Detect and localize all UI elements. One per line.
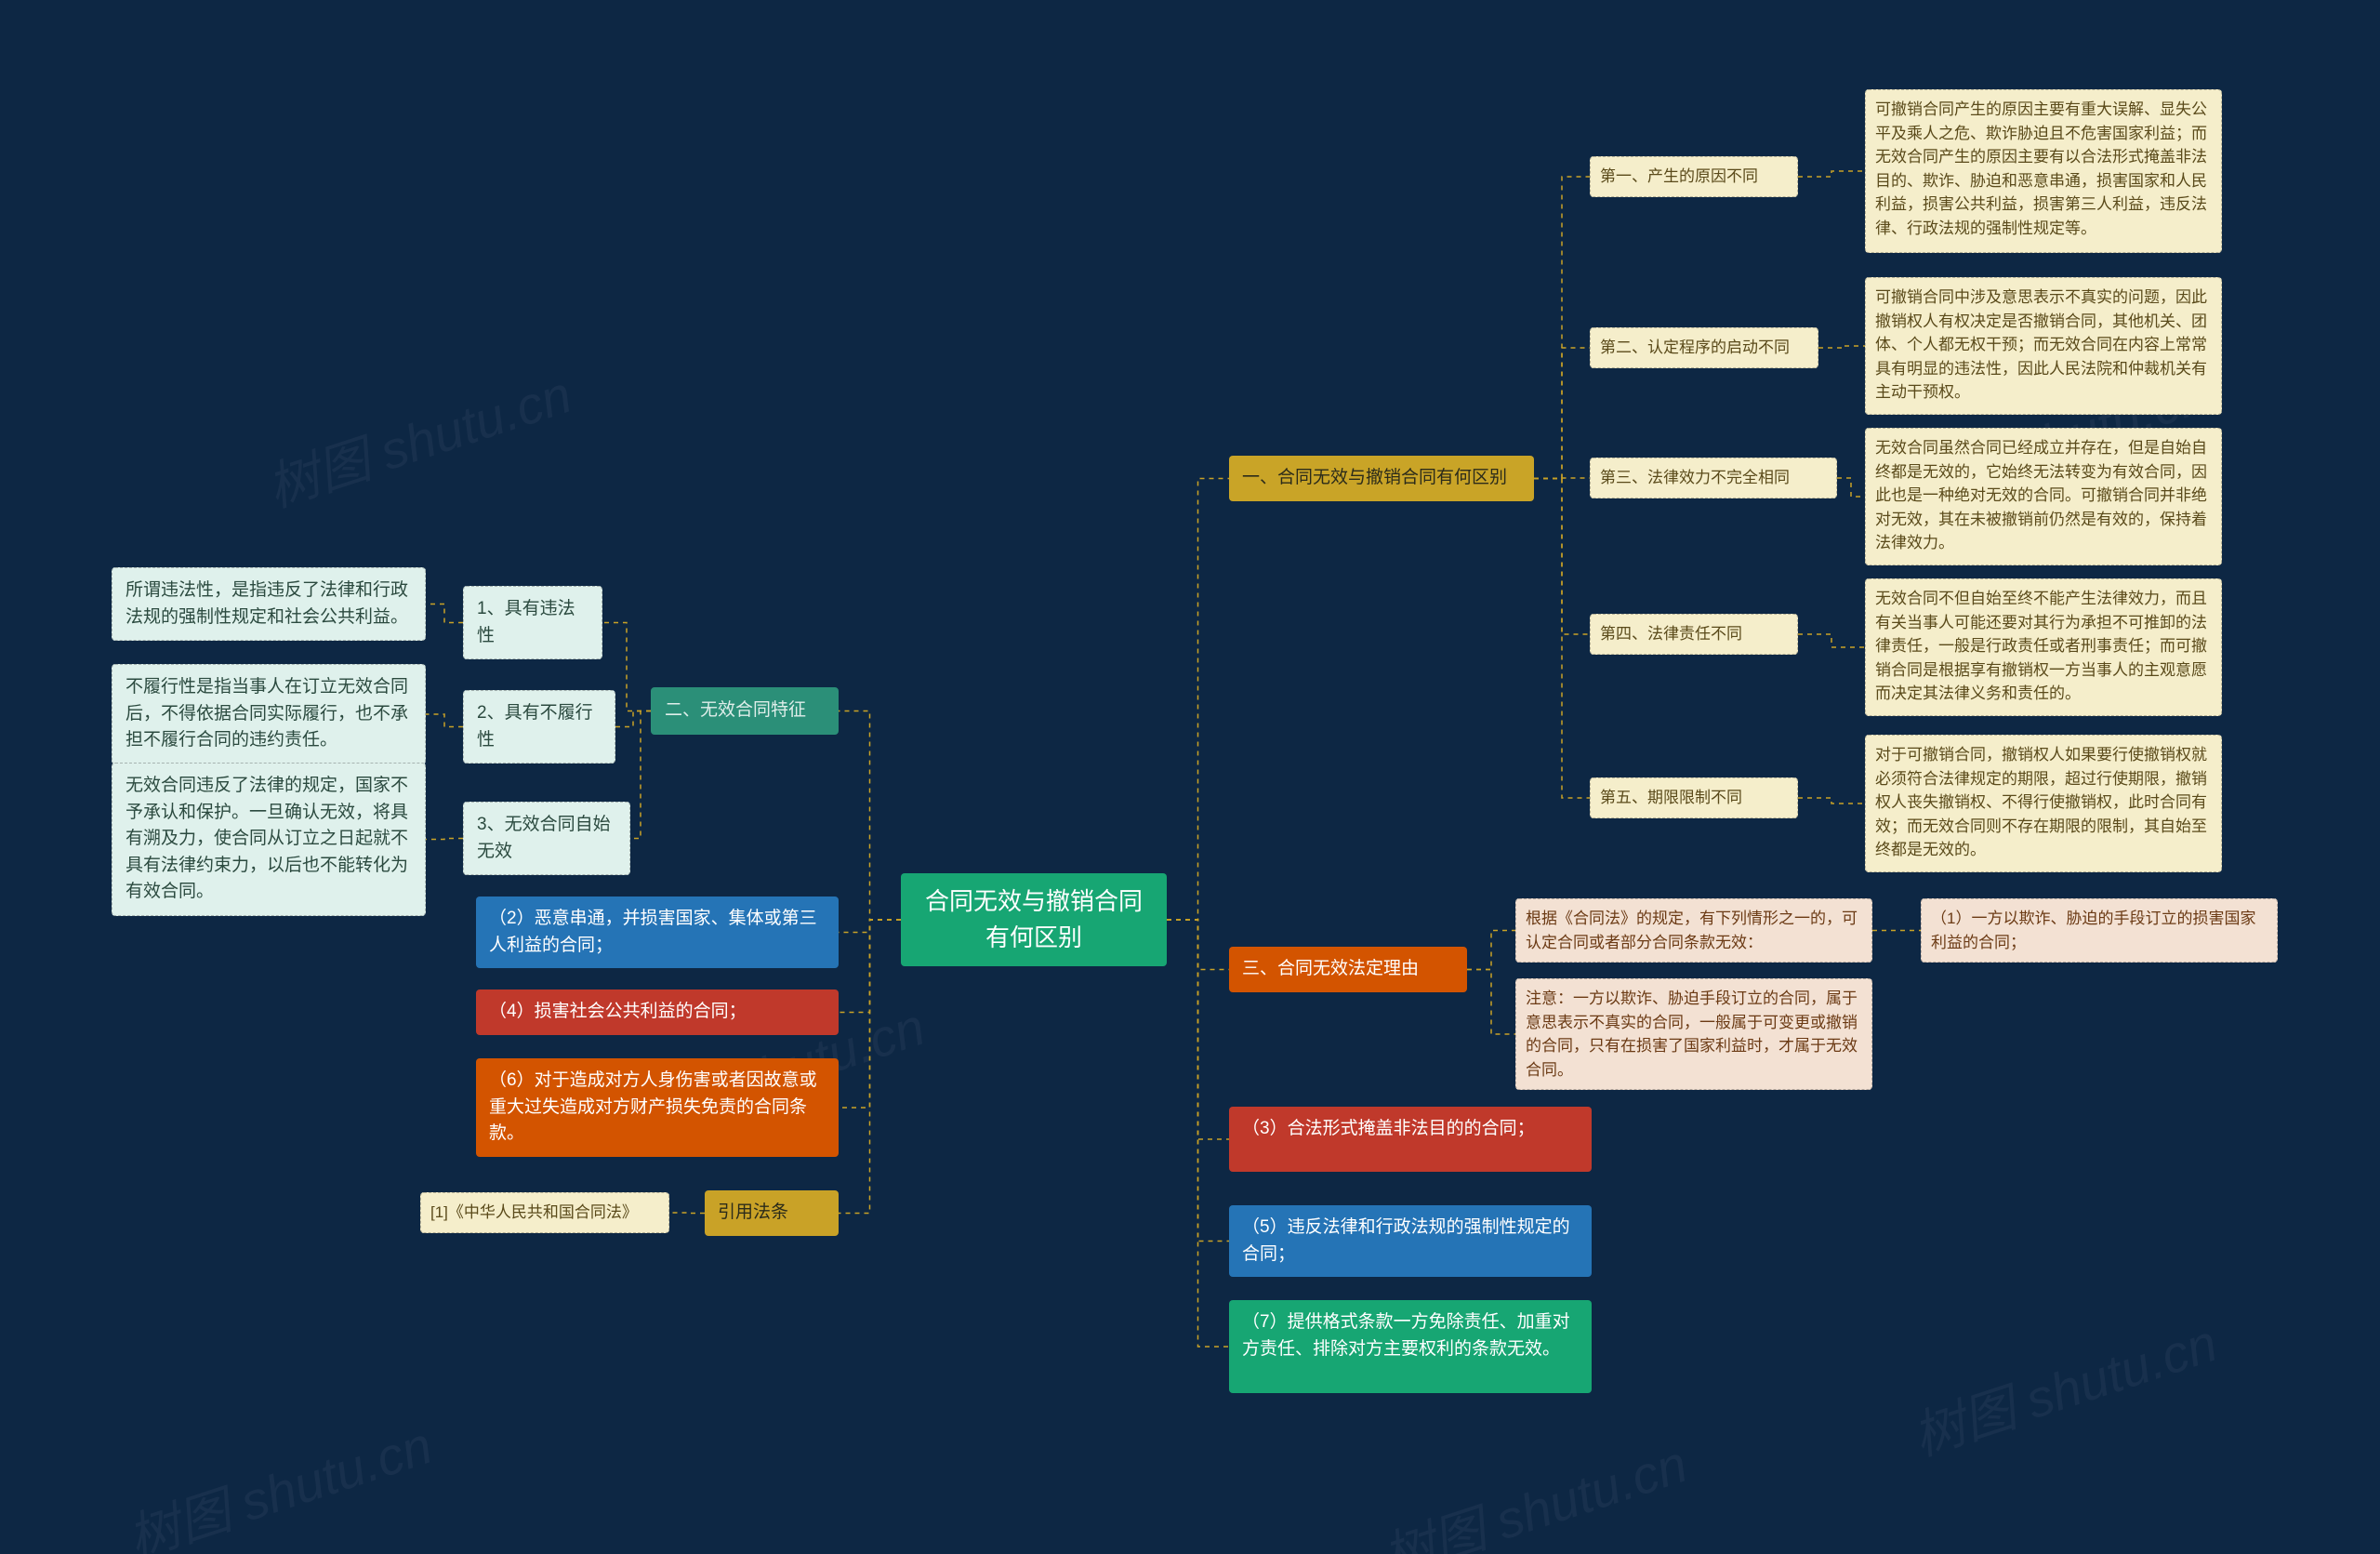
node-l_b2[interactable]: 二、无效合同特征 (651, 687, 839, 735)
link-r_b1-r_b1_4 (1534, 479, 1590, 635)
node-center[interactable]: 合同无效与撤销合同有何区别 (901, 873, 1167, 966)
link-r_b1_4-r_b1_4d (1798, 634, 1865, 647)
node-r_b1_5d[interactable]: 对于可撤销合同，撤销权人如果要行使撤销权就必须符合法律规定的期限，超过行使期限，… (1865, 735, 2222, 872)
node-r_b1_1[interactable]: 第一、产生的原因不同 (1590, 156, 1798, 197)
link-l_b2_3-l_b2_3d (426, 839, 463, 840)
link-center-r_b1 (1167, 479, 1229, 921)
link-center-r_c3 (1167, 920, 1229, 1139)
node-r_b1_2[interactable]: 第二、认定程序的启动不同 (1590, 327, 1818, 368)
node-r_b3_ad[interactable]: （1）一方以欺诈、胁迫的手段订立的损害国家利益的合同； (1921, 898, 2278, 963)
node-l_b2_2d[interactable]: 不履行性是指当事人在订立无效合同后，不得依据合同实际履行，也不承担不履行合同的违… (112, 664, 426, 764)
watermark: 树图 shutu.cn (1902, 1302, 2226, 1471)
node-r_b1_4[interactable]: 第四、法律责任不同 (1590, 614, 1798, 655)
node-r_b1_3d[interactable]: 无效合同虽然合同已经成立并存在，但是自始自终都是无效的，它始终无法转变为有效合同… (1865, 428, 2222, 565)
link-center-l_b2 (839, 711, 901, 921)
node-r_b1_4d[interactable]: 无效合同不但自始至终不能产生法律效力，而且有关当事人可能还要对其行为承担不可推卸… (1865, 578, 2222, 716)
link-center-r_b3 (1167, 920, 1229, 970)
mindmap-canvas: 树图 shutu.cn 树图 shutu.cn 树图 shutu.cn 树图 shut… (0, 0, 2380, 1554)
link-l_b2_1-l_b2_1d (426, 604, 463, 623)
node-r_c5[interactable]: （5）违反法律和行政法规的强制性规定的合同； (1229, 1205, 1592, 1277)
node-r_b1_5[interactable]: 第五、期限限制不同 (1590, 777, 1798, 818)
node-r_b1_1d[interactable]: 可撤销合同产生的原因主要有重大误解、显失公平及乘人之危、欺诈胁迫且不危害国家利益… (1865, 89, 2222, 253)
link-r_b1_2-r_b1_2d (1818, 346, 1865, 348)
node-l_ref_d[interactable]: [1]《中华人民共和国合同法》 (420, 1192, 669, 1233)
link-center-r_c7 (1167, 920, 1229, 1347)
node-l_b2_3[interactable]: 3、无效合同自始无效 (463, 802, 630, 875)
watermark: 树图 shutu.cn (1372, 1423, 1696, 1554)
link-r_b1_1-r_b1_1d (1798, 171, 1865, 177)
link-r_b3-r_b3_a (1467, 931, 1515, 970)
link-r_b1_3-r_b1_3d (1837, 478, 1865, 497)
link-r_b1-r_b1_5 (1534, 479, 1590, 799)
node-r_c7[interactable]: （7）提供格式条款一方免除责任、加重对方责任、排除对方主要权利的条款无效。 (1229, 1300, 1592, 1393)
node-r_c3[interactable]: （3）合法形式掩盖非法目的的合同； (1229, 1107, 1592, 1172)
link-r_b1-r_b1_1 (1534, 177, 1590, 479)
watermark: 树图 shutu.cn (117, 1404, 441, 1554)
node-l_c2[interactable]: （2）恶意串通，并损害国家、集体或第三人利益的合同； (476, 897, 839, 968)
node-r_b3[interactable]: 三、合同无效法定理由 (1229, 947, 1467, 992)
node-r_b1_2d[interactable]: 可撤销合同中涉及意思表示不真实的问题，因此撤销权人有权决定是否撤销合同，其他机关… (1865, 277, 2222, 415)
node-r_b3_b[interactable]: 注意：一方以欺诈、胁迫手段订立的合同，属于意思表示不真实的合同，一般属于可变更或… (1515, 978, 1872, 1090)
node-l_c4[interactable]: （4）损害社会公共利益的合同； (476, 990, 839, 1035)
node-l_ref[interactable]: 引用法条 (705, 1190, 839, 1236)
node-l_b2_1[interactable]: 1、具有违法性 (463, 586, 602, 659)
link-center-l_ref (839, 920, 901, 1214)
link-r_b1_5-r_b1_5d (1798, 798, 1865, 804)
node-l_b2_1d[interactable]: 所谓违法性，是指违反了法律和行政法规的强制性规定和社会公共利益。 (112, 567, 426, 641)
link-l_b2-l_b2_3 (630, 711, 651, 839)
node-r_b3_a[interactable]: 根据《合同法》的规定，有下列情形之一的，可认定合同或者部分合同条款无效： (1515, 898, 1872, 963)
node-l_b2_2[interactable]: 2、具有不履行性 (463, 690, 615, 764)
node-l_b2_3d[interactable]: 无效合同违反了法律的规定，国家不予承认和保护。一旦确认无效，将具有溯及力，使合同… (112, 763, 426, 916)
link-r_b1-r_b1_3 (1534, 478, 1590, 479)
link-center-l_c4 (839, 920, 901, 1013)
node-r_b1_3[interactable]: 第三、法律效力不完全相同 (1590, 458, 1837, 498)
link-center-r_c5 (1167, 920, 1229, 1242)
node-r_b1[interactable]: 一、合同无效与撤销合同有何区别 (1229, 456, 1534, 501)
node-l_c6[interactable]: （6）对于造成对方人身伤害或者因故意或重大过失造成对方财产损失免责的合同条款。 (476, 1058, 839, 1157)
link-center-l_c2 (839, 920, 901, 933)
link-r_b3-r_b3_b (1467, 970, 1515, 1035)
link-l_b2-l_b2_2 (615, 711, 651, 727)
link-r_b1-r_b1_2 (1534, 348, 1590, 479)
link-center-l_c6 (839, 920, 901, 1108)
link-l_b2_2-l_b2_2d (426, 714, 463, 727)
watermark: 树图 shutu.cn (257, 353, 580, 523)
link-l_ref-l_ref_d (669, 1213, 705, 1214)
